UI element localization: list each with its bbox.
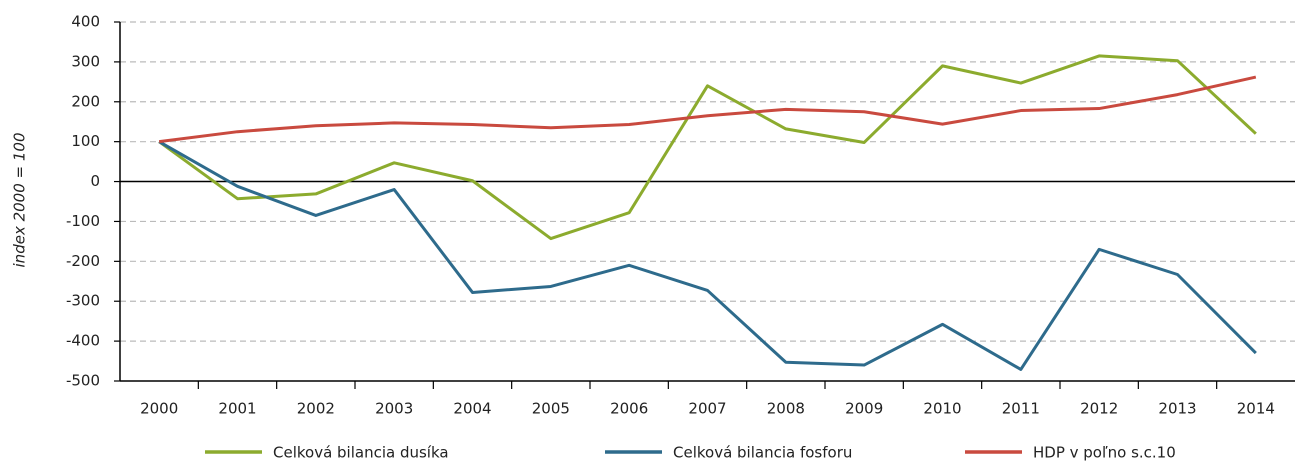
legend-label: HDP v poľno s.c.10 — [1033, 444, 1176, 461]
x-tick-label: 2001 — [218, 400, 256, 418]
series-line — [158, 54, 1257, 241]
y-tick-label: 300 — [71, 52, 100, 70]
y-tick-label: -400 — [66, 332, 100, 350]
x-tick-label: 2010 — [923, 400, 961, 418]
x-tick-label: 2000 — [140, 400, 178, 418]
y-axis-label: index 2000 = 100 — [11, 133, 29, 268]
x-tick-label: 2006 — [610, 400, 648, 418]
x-tick-label: 2003 — [375, 400, 413, 418]
series-line — [158, 140, 1257, 371]
y-tick-label: 0 — [90, 172, 100, 190]
x-tick-label: 2008 — [767, 400, 805, 418]
series-line — [158, 75, 1257, 144]
y-tick-label: 100 — [71, 132, 100, 150]
y-tick-label: -500 — [66, 372, 100, 390]
y-tick-label: 400 — [71, 13, 100, 31]
x-tick-label: 2007 — [688, 400, 726, 418]
y-tick-label: -200 — [66, 252, 100, 270]
legend-label: Celková bilancia fosforu — [673, 444, 852, 461]
y-tick-label: -300 — [66, 292, 100, 310]
x-tick-label: 2012 — [1080, 400, 1118, 418]
x-tick-label: 2005 — [532, 400, 570, 418]
legend-label: Celková bilancia dusíka — [273, 444, 449, 461]
x-tick-label: 2011 — [1002, 400, 1040, 418]
x-tick-label: 2002 — [297, 400, 335, 418]
x-tick-label: 2004 — [453, 400, 491, 418]
x-tick-label: 2013 — [1158, 400, 1196, 418]
y-tick-label: 200 — [71, 92, 100, 110]
x-tick-label: 2014 — [1237, 400, 1275, 418]
x-tick-label: 2009 — [845, 400, 883, 418]
y-tick-label: -100 — [66, 212, 100, 230]
